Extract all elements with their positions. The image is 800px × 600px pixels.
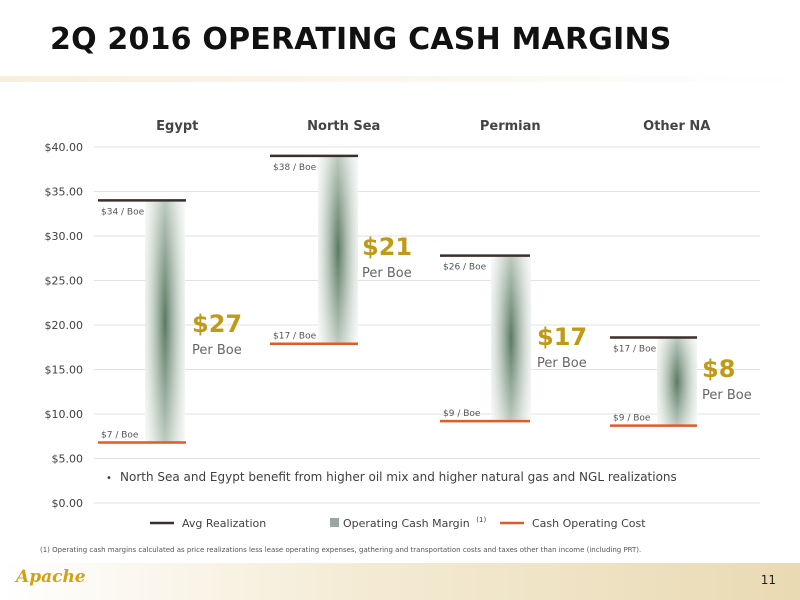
y-tick-label: $5.00 bbox=[52, 453, 84, 466]
operating-cash-margin-chart: $0.00 $5.00 $10.00 $15.00 $20.00 $25.00 $30.00… bbox=[45, 119, 760, 530]
bullet-note: North Sea and Egypt benefit from higher … bbox=[120, 470, 677, 484]
category-label: Egypt bbox=[156, 119, 198, 134]
legend-swatch-square bbox=[330, 518, 339, 527]
cash-operating-cost-label: $9 / Boe bbox=[613, 414, 651, 424]
y-tick-label: $35.00 bbox=[45, 186, 84, 199]
y-tick-label: $20.00 bbox=[45, 319, 84, 332]
y-tick-label: $15.00 bbox=[45, 364, 84, 377]
y-tick-label: $40.00 bbox=[45, 141, 84, 154]
avg-realization-label: $26 / Boe bbox=[443, 263, 487, 273]
margin-unit-label: Per Boe bbox=[192, 343, 242, 358]
margin-unit-label: Per Boe bbox=[537, 356, 587, 371]
title-divider bbox=[0, 76, 800, 82]
legend-superscript: (1) bbox=[476, 516, 486, 524]
y-tick-label: $25.00 bbox=[45, 275, 84, 288]
margin-bar-shade bbox=[657, 337, 697, 426]
legend-label: Avg Realization bbox=[182, 517, 266, 530]
cash-operating-cost-label: $7 / Boe bbox=[101, 430, 139, 440]
category-label: Permian bbox=[480, 119, 541, 134]
category-label: Other NA bbox=[643, 119, 710, 134]
footnote: (1) Operating cash margins calculated as… bbox=[40, 546, 642, 554]
avg-realization-label: $38 / Boe bbox=[273, 163, 317, 173]
footer-bar bbox=[0, 563, 800, 600]
margin-value-label: $17 bbox=[537, 323, 587, 351]
category-label: North Sea bbox=[307, 119, 380, 134]
bullet-marker: • bbox=[106, 473, 112, 484]
margin-unit-label: Per Boe bbox=[362, 266, 412, 281]
legend-label: Operating Cash Margin bbox=[343, 517, 470, 530]
y-tick-label: $30.00 bbox=[45, 230, 84, 243]
apache-logo: Apache bbox=[16, 567, 86, 587]
margin-value-label: $27 bbox=[192, 310, 242, 338]
margin-bar-shade bbox=[145, 200, 185, 443]
cash-operating-cost-label: $17 / Boe bbox=[273, 332, 317, 342]
avg-realization-label: $17 / Boe bbox=[613, 344, 657, 354]
margin-bar-shade bbox=[318, 155, 358, 344]
margin-bar-shade bbox=[491, 255, 531, 422]
margin-value-label: $8 bbox=[702, 355, 735, 383]
legend-label: Cash Operating Cost bbox=[532, 517, 646, 530]
slide-title: 2Q 2016 OPERATING CASH MARGINS bbox=[50, 22, 672, 57]
cash-operating-cost-label: $9 / Boe bbox=[443, 409, 481, 419]
y-tick-label: $10.00 bbox=[45, 408, 84, 421]
avg-realization-label: $34 / Boe bbox=[101, 207, 145, 217]
page-number: 11 bbox=[760, 573, 776, 587]
margin-unit-label: Per Boe bbox=[702, 388, 752, 403]
margin-value-label: $21 bbox=[362, 233, 412, 261]
y-tick-label: $0.00 bbox=[52, 497, 84, 510]
